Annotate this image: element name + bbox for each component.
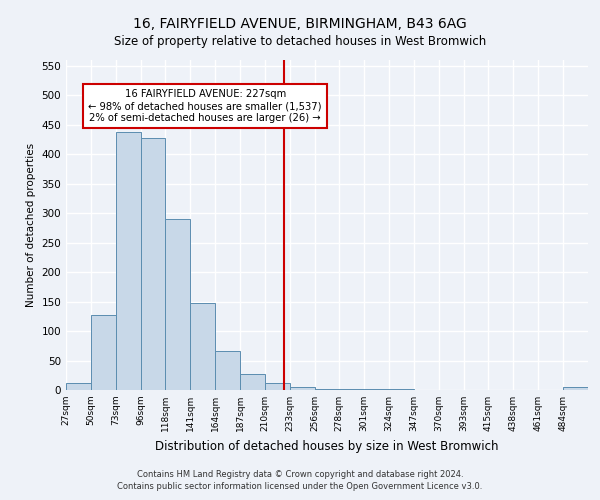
- Bar: [563, 387, 588, 390]
- Text: 16, FAIRYFIELD AVENUE, BIRMINGHAM, B43 6AG: 16, FAIRYFIELD AVENUE, BIRMINGHAM, B43 6…: [133, 18, 467, 32]
- Text: Contains public sector information licensed under the Open Government Licence v3: Contains public sector information licen…: [118, 482, 482, 491]
- Bar: [91, 314, 116, 390]
- X-axis label: Distribution of detached houses by size in West Bromwich: Distribution of detached houses by size …: [155, 440, 499, 452]
- Bar: [165, 218, 190, 390]
- Text: Size of property relative to detached houses in West Bromwich: Size of property relative to detached ho…: [114, 35, 486, 48]
- Text: 16 FAIRYFIELD AVENUE: 227sqm
← 98% of detached houses are smaller (1,537)
2% of : 16 FAIRYFIELD AVENUE: 227sqm ← 98% of de…: [88, 90, 322, 122]
- Text: Contains HM Land Registry data © Crown copyright and database right 2024.: Contains HM Land Registry data © Crown c…: [137, 470, 463, 479]
- Bar: [215, 350, 240, 390]
- Bar: [190, 303, 215, 390]
- Bar: [240, 374, 265, 390]
- Bar: [315, 389, 339, 390]
- Bar: [290, 387, 315, 390]
- Bar: [265, 383, 290, 390]
- Bar: [66, 383, 91, 390]
- Bar: [141, 138, 165, 390]
- Y-axis label: Number of detached properties: Number of detached properties: [26, 143, 36, 307]
- Bar: [116, 132, 141, 390]
